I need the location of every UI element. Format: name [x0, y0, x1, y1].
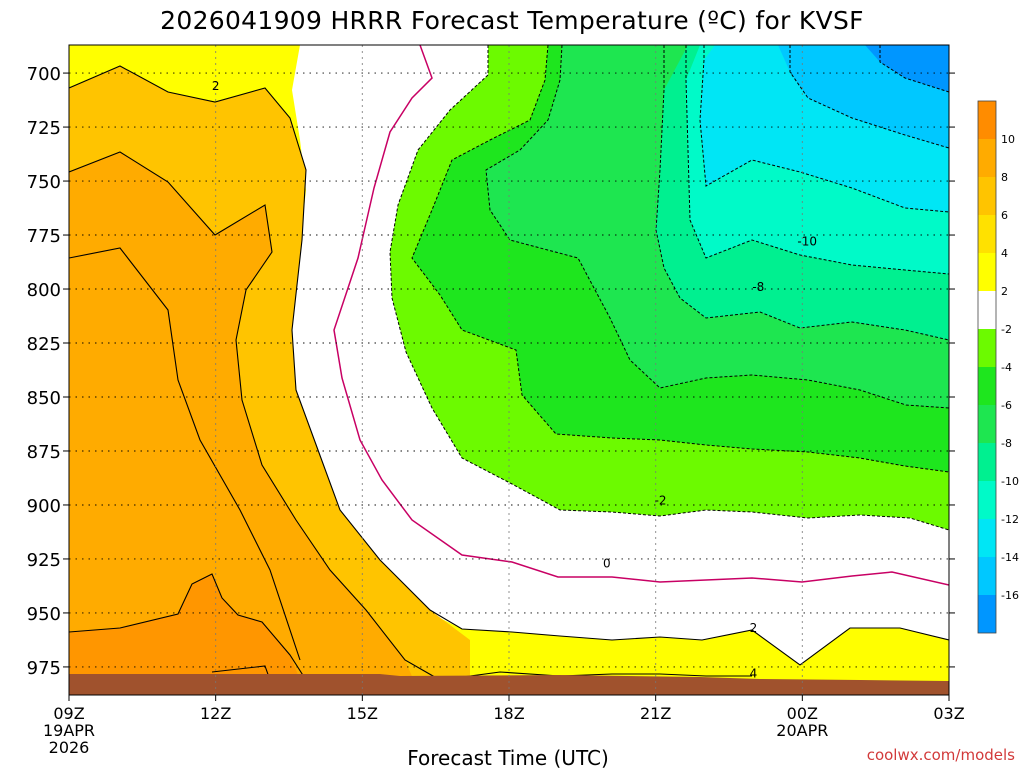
colorbar-tick-label: -12: [1001, 513, 1019, 526]
colorbar-tick-label: -14: [1001, 551, 1019, 564]
colorbar: 10 8 6 4 2 -2 -4 -6 -8 -10 -12 -14 -16: [977, 100, 1019, 634]
y-tick-label: 850: [27, 388, 61, 409]
contour-6: [69, 247, 301, 661]
colorbar-swatch: [978, 443, 996, 481]
x-tick-label: 18Z: [493, 704, 524, 723]
x-tick-label: 00Z: [787, 704, 818, 723]
contour-m12: [699, 45, 949, 213]
y-tick-label: 950: [27, 604, 61, 625]
contour-m14: [789, 45, 949, 149]
contour-label: 2: [212, 79, 220, 93]
ground-surface: [69, 674, 949, 695]
colorbar-frame: [977, 100, 997, 634]
y-tick-label: 900: [27, 496, 61, 517]
contour-4: [69, 151, 752, 681]
contour-8: [69, 573, 307, 681]
colorbar-tick-label: 2: [1001, 285, 1008, 298]
contour-label: -10: [797, 235, 817, 249]
colorbar-swatch: [978, 367, 996, 405]
y-tick-label: 750: [27, 172, 61, 193]
contour-0: [333, 45, 949, 586]
colorbar-swatch: [978, 139, 996, 177]
colorbar-swatch: [978, 557, 996, 595]
x-tick-label: 15Z: [347, 704, 378, 723]
colorbar-tick-label: 10: [1001, 133, 1015, 146]
colorbar-swatch: [978, 291, 996, 329]
y-axis: 700 725 750 775 800 825 850 875 900 925 950 975: [27, 64, 955, 679]
contour-fill-layer: [69, 45, 949, 695]
y-tick-label: 800: [27, 280, 61, 301]
x-tick-label: 21Z: [640, 704, 671, 723]
y-tick-label: 875: [27, 442, 61, 463]
contour-2: [69, 65, 949, 666]
contour-m16: [879, 45, 949, 93]
colorbar-swatch: [978, 177, 996, 215]
region-orange-6-8: [69, 152, 420, 695]
contour-label: 4: [750, 666, 758, 680]
contour-label: 2: [750, 621, 758, 635]
credit-text: coolwx.com/models: [867, 746, 1015, 764]
x-tick-date: 19APR: [43, 721, 95, 740]
colorbar-tick-label: -16: [1001, 589, 1019, 602]
colorbar-tick-label: -6: [1001, 399, 1012, 412]
contour-label: -8: [752, 280, 764, 294]
x-tick-date: 20APR: [776, 721, 828, 740]
colorbar-tick-label: -4: [1001, 361, 1012, 374]
x-tick-label: 03Z: [933, 704, 964, 723]
contour-m10: [685, 45, 949, 275]
grid-lines: [69, 45, 949, 695]
chart-title: 2026041909 HRRR Forecast Temperature (ºC…: [160, 6, 864, 35]
colorbar-swatch: [978, 481, 996, 519]
x-tick-year: 2026: [49, 738, 90, 757]
colorbar-tick-label: 6: [1001, 209, 1008, 222]
contour-m4: [411, 45, 949, 473]
region-blue-m16: [865, 45, 949, 92]
y-tick-label: 700: [27, 64, 61, 85]
colorbar-swatch: [978, 405, 996, 443]
colorbar-tick-label: -10: [1001, 475, 1019, 488]
x-tick-label: 09Z: [53, 704, 84, 723]
contour-m2: [389, 45, 949, 531]
y-tick-label: 775: [27, 226, 61, 247]
warm-contour-lines: [69, 65, 949, 681]
colorbar-swatch: [978, 253, 996, 291]
region-orange-8-10: [69, 574, 306, 695]
colorbar-tick-label: 4: [1001, 247, 1008, 260]
x-tick-label: 12Z: [200, 704, 231, 723]
contour-m6: [485, 45, 949, 409]
colorbar-tick-label: -8: [1001, 437, 1012, 450]
contour-labels: 2 -10 -8 -2 0 2 4: [212, 79, 817, 680]
contour-label: -2: [655, 494, 667, 508]
cold-contour-lines: [389, 45, 949, 531]
colorbar-tick-label: 8: [1001, 171, 1008, 184]
y-tick-label: 975: [27, 658, 61, 679]
contour-m8: [655, 45, 949, 341]
x-axis-label: Forecast Time (UTC): [407, 746, 609, 768]
colorbar-swatch: [978, 215, 996, 253]
colorbar-swatch: [978, 329, 996, 367]
y-tick-label: 825: [27, 334, 61, 355]
colorbar-swatch: [978, 519, 996, 557]
colorbar-tick-label: -2: [1001, 323, 1012, 336]
region-neutral-upper: [290, 45, 949, 665]
contour-label: 0: [603, 556, 611, 570]
y-tick-label: 725: [27, 118, 61, 139]
colorbar-swatch: [978, 595, 996, 633]
colorbar-swatch: [978, 101, 996, 139]
y-tick-label: 925: [27, 550, 61, 571]
